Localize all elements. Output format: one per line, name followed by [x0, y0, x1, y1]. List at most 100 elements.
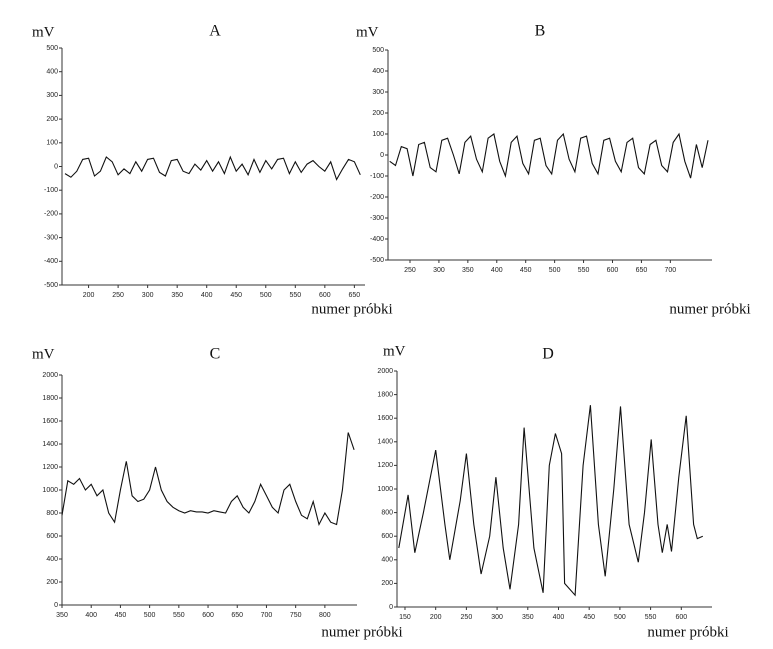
x-tick-label: 450 [520, 267, 532, 274]
x-tick-label: 750 [290, 612, 302, 619]
y-tick-label: 2000 [377, 368, 393, 375]
y-tick-label: 400 [46, 556, 58, 563]
y-tick-label: 1800 [42, 395, 58, 402]
x-tick-label: 700 [261, 612, 273, 619]
x-tick-label: 600 [607, 267, 619, 274]
y-tick-label: -100 [370, 173, 384, 180]
x-axis-label: numer próbki [669, 301, 750, 317]
x-tick-label: 200 [83, 292, 95, 299]
x-tick-label: 650 [231, 612, 243, 619]
y-tick-label: 1800 [377, 391, 393, 398]
y-tick-label: 1600 [42, 418, 58, 425]
x-tick-label: 400 [201, 292, 213, 299]
y-tick-label: 500 [46, 45, 58, 52]
x-tick-label: 250 [461, 614, 473, 621]
x-tick-label: 800 [319, 612, 331, 619]
x-tick-label: 450 [115, 612, 127, 619]
x-tick-label: 350 [171, 292, 183, 299]
x-tick-label: 550 [578, 267, 590, 274]
x-tick-label: 200 [430, 614, 442, 621]
y-tick-label: 0 [54, 602, 58, 609]
y-tick-label: 1200 [42, 464, 58, 471]
x-tick-label: 550 [289, 292, 301, 299]
y-tick-label: 200 [46, 116, 58, 123]
x-tick-label: 250 [404, 267, 416, 274]
y-tick-label: 0 [54, 163, 58, 170]
x-axis-label: numer próbki [647, 624, 728, 640]
x-axis-label: numer próbki [321, 624, 402, 640]
y-tick-label: -500 [370, 257, 384, 264]
y-tick-label: -200 [370, 194, 384, 201]
y-tick-label: 1000 [42, 487, 58, 494]
x-tick-label: 600 [319, 292, 331, 299]
y-tick-label: -100 [44, 187, 58, 194]
y-tick-label: -500 [44, 282, 58, 289]
x-tick-label: 700 [664, 267, 676, 274]
y-tick-label: 1200 [377, 462, 393, 469]
y-tick-label: 500 [372, 47, 384, 54]
y-tick-label: 100 [372, 131, 384, 138]
x-tick-label: 300 [142, 292, 154, 299]
x-tick-label: 300 [491, 614, 503, 621]
y-tick-label: 1400 [377, 439, 393, 446]
data-line [389, 132, 709, 179]
chart-title: A [209, 23, 221, 40]
y-tick-label: 200 [372, 110, 384, 117]
x-tick-label: 550 [173, 612, 185, 619]
chart-title: D [542, 346, 554, 363]
x-tick-label: 650 [349, 292, 361, 299]
y-tick-label: -400 [44, 258, 58, 265]
y-tick-label: 0 [380, 152, 384, 159]
y-axis-label: mV [32, 24, 55, 40]
y-tick-label: -200 [44, 211, 58, 218]
x-tick-label: 350 [462, 267, 474, 274]
y-axis-label: mV [383, 343, 406, 359]
y-axis-label: mV [32, 346, 55, 362]
y-tick-label: 2000 [42, 372, 58, 379]
chart-title: B [535, 23, 546, 40]
x-tick-label: 600 [202, 612, 214, 619]
y-tick-label: -400 [370, 236, 384, 243]
y-tick-label: 400 [372, 68, 384, 75]
x-tick-label: 350 [56, 612, 68, 619]
x-tick-label: 400 [553, 614, 565, 621]
x-tick-label: 650 [636, 267, 648, 274]
x-tick-label: 450 [230, 292, 242, 299]
x-tick-label: 400 [85, 612, 97, 619]
y-tick-label: 800 [46, 510, 58, 517]
y-tick-label: 1600 [377, 415, 393, 422]
y-tick-label: 100 [46, 140, 58, 147]
x-tick-label: 450 [583, 614, 595, 621]
y-tick-label: 400 [46, 69, 58, 76]
y-tick-label: 600 [381, 533, 393, 540]
x-tick-label: 500 [260, 292, 272, 299]
x-tick-label: 150 [399, 614, 411, 621]
x-tick-label: 500 [614, 614, 626, 621]
y-tick-label: 300 [372, 89, 384, 96]
y-tick-label: 800 [381, 509, 393, 516]
x-tick-label: 350 [522, 614, 534, 621]
y-tick-label: 1400 [42, 441, 58, 448]
y-tick-label: 200 [381, 580, 393, 587]
y-tick-label: 400 [381, 557, 393, 564]
y-tick-label: 600 [46, 533, 58, 540]
x-tick-label: 600 [675, 614, 687, 621]
x-tick-label: 300 [433, 267, 445, 274]
x-tick-label: 500 [549, 267, 561, 274]
x-tick-label: 250 [112, 292, 124, 299]
data-line [61, 432, 355, 527]
y-tick-label: 300 [46, 92, 58, 99]
y-tick-label: 0 [389, 604, 393, 611]
y-tick-label: 1000 [377, 486, 393, 493]
data-line [64, 155, 361, 181]
x-axis-label: numer próbki [311, 301, 392, 317]
x-tick-label: 550 [645, 614, 657, 621]
chart-title: C [210, 346, 221, 363]
y-tick-label: -300 [44, 234, 58, 241]
x-tick-label: 400 [491, 267, 503, 274]
y-tick-label: -300 [370, 215, 384, 222]
data-line [398, 405, 704, 597]
y-axis-label: mV [356, 24, 379, 40]
x-tick-label: 500 [144, 612, 156, 619]
